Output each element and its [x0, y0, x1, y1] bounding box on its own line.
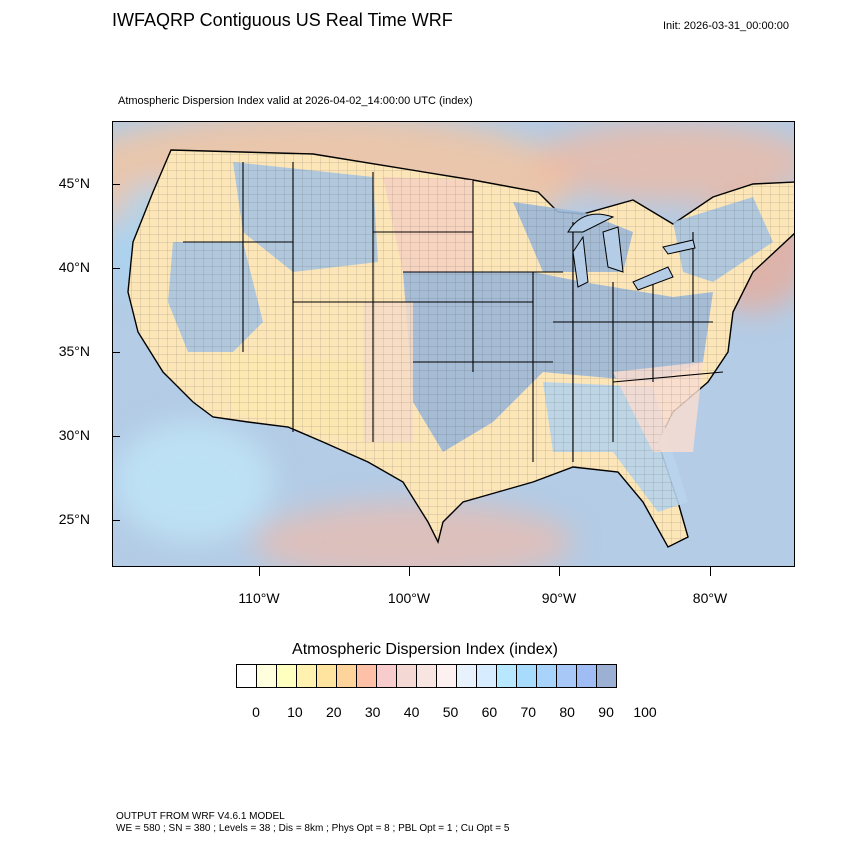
dispersion-map: [113, 122, 794, 566]
legend-swatch: [236, 664, 257, 688]
legend-swatch: [476, 664, 497, 688]
lat-tick: [112, 184, 120, 185]
lat-label-35n: 35°N: [58, 343, 90, 359]
lon-tick: [710, 567, 711, 576]
legend-swatch: [516, 664, 537, 688]
legend-swatch: [456, 664, 477, 688]
legend-swatch: [496, 664, 517, 688]
legend-swatch: [356, 664, 377, 688]
legend-tick-label: 70: [520, 704, 537, 720]
lat-label-25n: 25°N: [58, 511, 90, 527]
lat-tick: [112, 520, 120, 521]
legend-tick-label: 80: [559, 704, 575, 720]
great-lakes: [567, 213, 696, 291]
legend-swatch: [276, 664, 297, 688]
plot-subtitle: Atmospheric Dispersion Index valid at 20…: [118, 95, 473, 107]
legend-tick-label: 90: [598, 704, 614, 720]
lon-label-100w: 100°W: [387, 590, 431, 606]
main-title: IWFAQRP Contiguous US Real Time WRF: [112, 10, 453, 30]
legend-title: Atmospheric Dispersion Index (index): [292, 641, 558, 658]
lat-label-45n: 45°N: [58, 175, 90, 191]
lat-label-30n: 30°N: [58, 427, 90, 443]
lat-label-40n: 40°N: [58, 259, 90, 275]
legend-swatch: [296, 664, 317, 688]
legend-swatch: [416, 664, 437, 688]
legend-tick-label: 60: [481, 704, 498, 720]
legend-swatch: [596, 664, 617, 688]
lon-tick: [409, 567, 410, 576]
legend-colorbar: [236, 664, 617, 688]
lon-tick: [559, 567, 560, 576]
legend-swatch: [256, 664, 277, 688]
footer-options-label: WE = 580 ; SN = 380 ; Levels = 38 ; Dis …: [116, 823, 510, 834]
legend-swatch: [556, 664, 577, 688]
lon-label-80w: 80°W: [692, 590, 728, 606]
legend-tick-label: 50: [442, 704, 459, 720]
legend-swatch: [396, 664, 417, 688]
legend-tick-label: 100: [633, 704, 657, 720]
lat-tick: [112, 436, 120, 437]
legend-swatch: [336, 664, 357, 688]
map-panel: [112, 121, 795, 567]
legend-swatch: [536, 664, 557, 688]
legend-swatch: [316, 664, 337, 688]
lon-label-110w: 110°W: [238, 590, 280, 606]
legend-swatch: [376, 664, 397, 688]
lat-tick: [112, 268, 120, 269]
legend-swatch: [576, 664, 597, 688]
lat-tick: [112, 352, 120, 353]
state-borders: [183, 162, 724, 462]
legend-tick-label: 20: [326, 704, 342, 720]
legend-tick-label: 30: [364, 704, 381, 720]
legend-tick-label: 0: [252, 704, 260, 720]
legend-swatch: [436, 664, 457, 688]
lon-label-90w: 90°W: [541, 590, 577, 606]
lon-tick: [259, 567, 260, 576]
footer-model-label: OUTPUT FROM WRF V4.6.1 MODEL: [116, 811, 285, 822]
legend-tick-label: 10: [287, 704, 303, 720]
init-time-label: Init: 2026-03-31_00:00:00: [663, 20, 789, 32]
legend-tick-label: 40: [403, 704, 420, 720]
